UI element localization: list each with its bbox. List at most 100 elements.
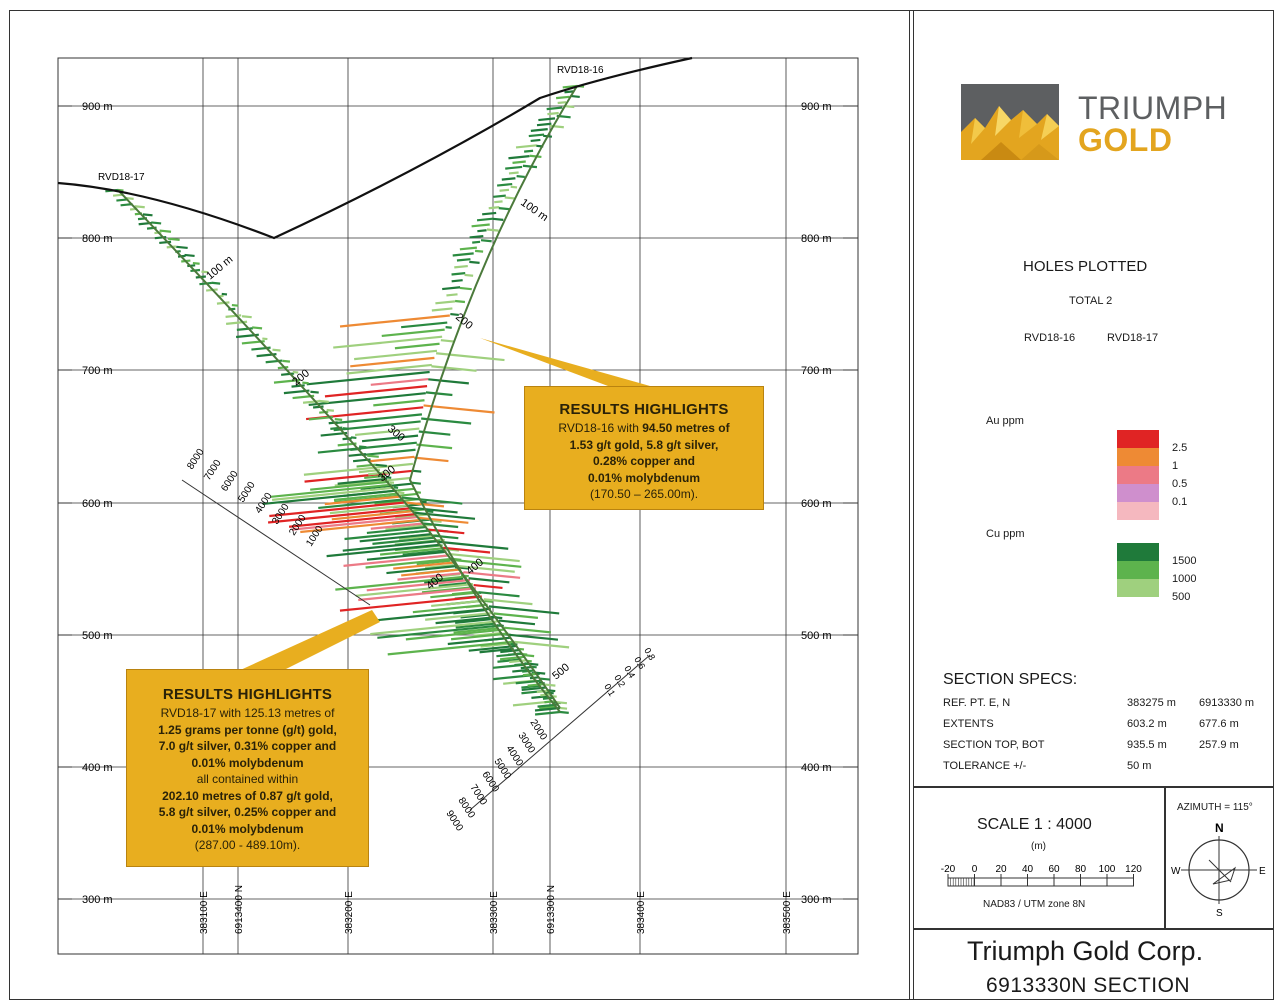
assay-bar	[300, 518, 421, 534]
assay-bar	[333, 335, 443, 349]
scale-bar-label: 60	[1048, 864, 1060, 875]
callout-17-line9: (287.00 - 489.10m).	[194, 838, 301, 852]
assay-bar	[528, 133, 545, 138]
assay-bar	[328, 421, 338, 425]
scale-bar-label: 100	[1099, 864, 1116, 875]
assay-bar	[493, 194, 506, 198]
assay-bar	[425, 391, 453, 397]
assay-bar	[167, 237, 180, 241]
assay-bar	[359, 533, 432, 543]
assay-bar	[277, 365, 289, 370]
assay-bar	[435, 352, 505, 362]
assay-bar	[500, 648, 521, 654]
assay-bar	[488, 605, 560, 615]
callout-rvd18-17: RESULTS HIGHLIGHTS RVD18-17 with 125.13 …	[126, 669, 369, 867]
scale-bar-label: 120	[1125, 864, 1142, 875]
value-ladder-label: 9000	[443, 809, 465, 834]
assay-bar	[372, 536, 435, 545]
callout-17-line4: 0.01% molybdenum	[191, 755, 304, 770]
assay-bar	[421, 586, 470, 594]
callout-16-line5: (170.50 – 265.00m).	[589, 487, 699, 501]
scale-bar-label: 0	[972, 864, 978, 875]
assay-bar	[159, 229, 172, 233]
elevation-label-left: 900 m	[82, 101, 113, 113]
assay-bar	[497, 182, 513, 187]
assay-bar	[547, 111, 559, 116]
assay-bar	[414, 511, 476, 520]
holes-plotted-item[interactable]: RVD18-17	[1107, 332, 1159, 344]
assay-bar	[516, 175, 525, 179]
assay-bar	[151, 221, 162, 225]
assay-bar	[459, 286, 472, 291]
scale-bar: -20 0 20 40 60 80 100 120	[941, 864, 1142, 887]
assay-bar	[393, 561, 456, 570]
assay-bar	[310, 480, 390, 491]
assay-bar	[416, 443, 453, 450]
assay-bar	[310, 390, 319, 394]
assay-bar	[126, 197, 134, 200]
callout-17-line5: all contained within	[196, 772, 299, 786]
assay-bar	[176, 245, 188, 250]
assay-bar	[272, 348, 281, 352]
cross-section-map[interactable]: 900 m 900 m 800 m 800 m 700 m 700 m 600 m 600 m…	[0, 0, 910, 1002]
legend-label: 1500	[1172, 555, 1197, 567]
legend-swatch	[1117, 543, 1159, 561]
value-ladder-label: 5000	[236, 480, 258, 505]
assay-bar	[354, 349, 438, 361]
assay-bar	[524, 149, 534, 153]
assay-bar	[225, 314, 242, 318]
depth-label-rvd18-17: 100 m	[204, 253, 235, 282]
spec-label: EXTENTS	[943, 718, 994, 730]
scale-title: SCALE 1 : 4000	[977, 816, 1092, 833]
assay-bar	[231, 303, 239, 307]
assay-bar	[350, 356, 435, 368]
spec-label: TOLERANCE +/-	[943, 760, 1027, 772]
value-ladder-label: 0.1	[602, 682, 617, 698]
assay-bar	[184, 253, 195, 258]
assay-bar	[435, 615, 497, 625]
easting-label: 383400 E	[636, 891, 647, 934]
assay-bar	[271, 486, 395, 501]
assay-bar	[527, 683, 544, 687]
legend-label: 500	[1172, 591, 1191, 603]
assay-bar	[521, 684, 541, 689]
assay-bar	[451, 279, 463, 283]
logo-word-triumph: TRIUMPH	[1078, 90, 1228, 126]
assay-bar	[492, 217, 504, 221]
assay-bar	[535, 671, 546, 675]
assay-bar	[555, 95, 570, 100]
assay-bar	[317, 441, 417, 454]
holes-plotted-item[interactable]: RVD18-16	[1024, 332, 1076, 344]
legend-label: 1	[1172, 460, 1179, 472]
assay-bar	[281, 372, 295, 376]
assay-bar	[499, 188, 510, 192]
assay-bar	[493, 612, 539, 619]
assay-bar	[431, 599, 485, 608]
assay-bar	[480, 642, 511, 648]
hole-collar-label: RVD18-17	[98, 172, 145, 183]
elevation-label-left: 400 m	[82, 762, 113, 774]
assay-bar	[474, 249, 484, 253]
assay-bar	[522, 164, 538, 169]
legend-label: 2.5	[1172, 442, 1188, 454]
assay-bar	[342, 427, 350, 430]
assay-bar	[269, 501, 406, 518]
assay-bar	[398, 533, 438, 540]
scale-bar-label: -20	[941, 864, 956, 875]
assay-bar	[450, 632, 509, 641]
assay-bar	[288, 513, 416, 528]
depth-label-rvd18-16: 500	[550, 661, 572, 682]
assay-bar	[427, 528, 465, 535]
assay-bar	[431, 365, 477, 372]
spec-value-1: 383275 m	[1127, 697, 1176, 709]
scale-bar-box	[947, 877, 1134, 887]
assay-bar	[318, 498, 404, 510]
spec-value-2: 677.6 m	[1199, 718, 1239, 730]
assay-bar	[536, 122, 552, 127]
holes-plotted-title: HOLES PLOTTED	[1023, 258, 1148, 275]
elevation-label-right: 800 m	[801, 233, 832, 245]
assay-bar	[453, 626, 499, 634]
assay-bar	[486, 228, 499, 232]
assay-bar	[531, 695, 549, 699]
assay-bar	[401, 321, 448, 329]
